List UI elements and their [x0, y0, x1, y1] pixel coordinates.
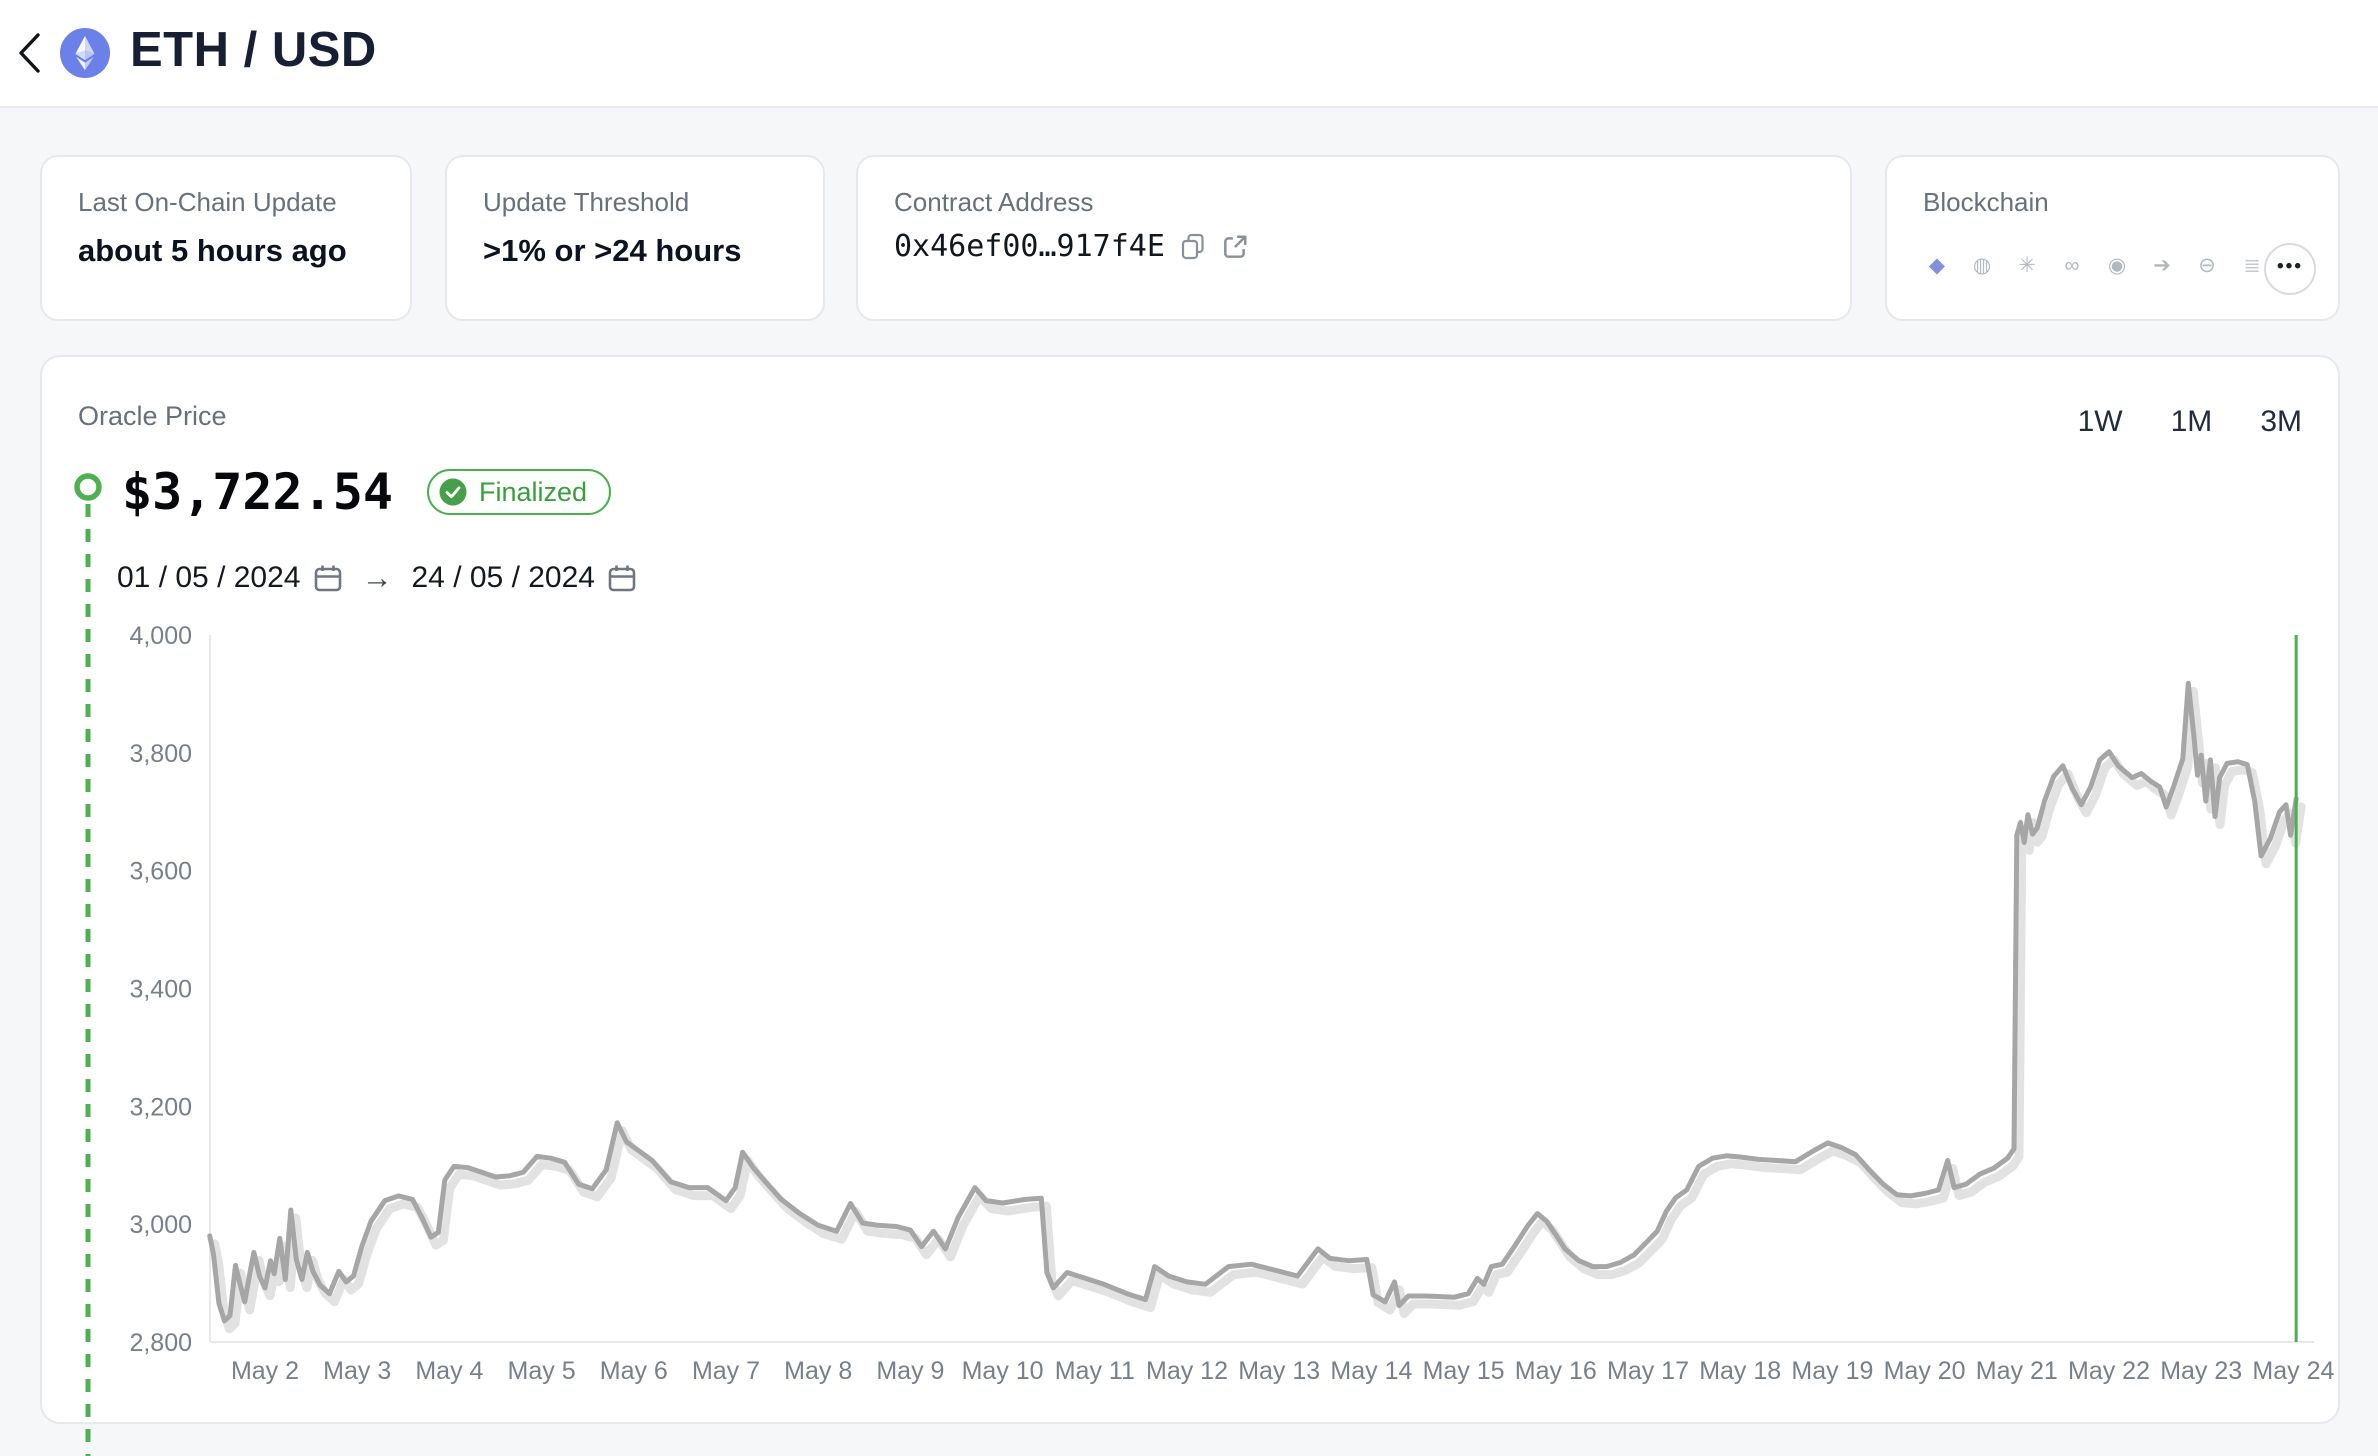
y-tick-label: 3,800 [129, 740, 192, 768]
price-line [207, 680, 2299, 1324]
start-date-value: 01 / 05 / 2024 [117, 561, 301, 594]
chain-7-chain-icon[interactable]: ⊖ [2198, 253, 2216, 277]
update-threshold-label: Update Threshold [483, 187, 690, 217]
x-tick-label: May 18 [1699, 1357, 1781, 1385]
x-tick-label: May 2 [231, 1357, 299, 1385]
range-1w-button[interactable]: 1W [2077, 405, 2123, 438]
chain-8-chain-icon[interactable]: ≣ [2243, 253, 2261, 277]
x-tick-label: May 5 [508, 1357, 576, 1385]
finalized-badge: Finalized [427, 469, 612, 515]
x-tick-label: May 21 [1976, 1357, 2058, 1385]
oracle-price-panel: Oracle Price 1W 1M 3M $3,722.54 Finalize… [40, 355, 2340, 1424]
x-tick-label: May 12 [1146, 1357, 1228, 1385]
y-tick-label: 3,400 [129, 976, 192, 1004]
finalized-badge-label: Finalized [479, 476, 588, 507]
start-date-picker[interactable]: 01 / 05 / 2024 [117, 561, 343, 595]
x-tick-label: May 6 [600, 1357, 668, 1385]
x-tick-label: May 14 [1330, 1357, 1412, 1385]
y-tick-label: 3,200 [129, 1093, 192, 1121]
x-tick-label: May 7 [692, 1357, 760, 1385]
open-explorer-button[interactable] [1221, 233, 1249, 261]
date-range-arrow: → [361, 560, 393, 595]
contract-address-value: 0x46ef00…917f4E [894, 229, 1165, 264]
page-title: ETH / USD [130, 23, 377, 77]
blockchain-label: Blockchain [1923, 187, 2049, 217]
chain-3-chain-icon[interactable]: ✳ [2018, 253, 2036, 277]
last-update-card: Last On-Chain Update about 5 hours ago [40, 155, 412, 321]
x-tick-label: May 16 [1515, 1357, 1597, 1385]
y-tick-label: 4,000 [129, 622, 192, 650]
chevron-left-icon [19, 33, 40, 73]
x-tick-label: May 17 [1607, 1357, 1689, 1385]
oracle-price-value: $3,722.54 [122, 463, 393, 521]
price-chart[interactable]: 4,000 3,800 3,600 3,400 3,200 3,000 2,800 May 2… [42, 357, 2342, 1426]
header-bar: ETH / USD [0, 0, 2378, 108]
update-threshold-value: >1% or >24 hours [483, 233, 742, 268]
date-range-row: 01 / 05 / 2024 → 24 / 05 / 2024 [117, 555, 637, 601]
contract-address-card: Contract Address 0x46ef00…917f4E [856, 155, 1852, 321]
copy-icon [1181, 233, 1204, 259]
x-tick-label: May 22 [2068, 1357, 2150, 1385]
calendar-icon [608, 565, 636, 592]
x-tick-label: May 10 [962, 1357, 1044, 1385]
price-band [210, 686, 2306, 1334]
end-date-value: 24 / 05 / 2024 [411, 561, 596, 594]
x-tick-label: May 15 [1423, 1357, 1505, 1385]
chain-icons-row: ◆ ◍ ✳ ∞ ◉ ➔ ⊖ ≣ [1925, 253, 2264, 277]
chain-5-chain-icon[interactable]: ◉ [2107, 253, 2127, 277]
range-3m-button[interactable]: 3M [2260, 405, 2302, 438]
ethereum-logo-icon [60, 28, 110, 78]
x-tick-label: May 23 [2160, 1357, 2242, 1385]
x-tick-label: May 11 [1055, 1357, 1135, 1385]
more-chains-button[interactable]: ••• [2264, 243, 2316, 295]
copy-address-button[interactable] [1179, 232, 1207, 262]
chain-6-chain-icon[interactable]: ➔ [2153, 253, 2171, 277]
y-tick-label: 2,800 [129, 1329, 192, 1357]
x-tick-label: May 24 [2252, 1357, 2334, 1385]
external-link-icon [1224, 235, 1247, 258]
y-tick-label: 3,600 [129, 858, 192, 886]
calendar-icon [314, 565, 341, 592]
x-tick-label: May 4 [415, 1357, 483, 1385]
chain-2-chain-icon[interactable]: ◍ [1972, 253, 1992, 277]
check-circle-icon [439, 478, 467, 506]
y-tick-label: 3,000 [129, 1211, 192, 1239]
oracle-price-label: Oracle Price [78, 401, 227, 431]
x-tick-label: May 3 [323, 1357, 391, 1385]
time-range-group: 1W 1M 3M [2078, 405, 2302, 439]
ethereum-chain-icon[interactable]: ◆ [1928, 253, 1946, 277]
last-update-value: about 5 hours ago [78, 233, 347, 268]
x-tick-label: May 13 [1238, 1357, 1320, 1385]
last-update-label: Last On-Chain Update [78, 187, 337, 217]
chain-4-chain-icon[interactable]: ∞ [2064, 253, 2080, 277]
x-tick-label: May 8 [784, 1357, 852, 1385]
x-tick-label: May 20 [1884, 1357, 1966, 1385]
range-1m-button[interactable]: 1M [2170, 405, 2213, 438]
contract-address-label: Contract Address [894, 187, 1094, 217]
blockchain-card: Blockchain ◆ ◍ ✳ ∞ ◉ ➔ ⊖ ≣ ••• [1885, 155, 2340, 321]
end-date-picker[interactable]: 24 / 05 / 2024 [412, 561, 638, 595]
back-button[interactable] [14, 30, 48, 76]
x-tick-label: May 9 [876, 1357, 944, 1385]
x-tick-label: May 19 [1791, 1357, 1873, 1385]
update-threshold-card: Update Threshold >1% or >24 hours [445, 155, 825, 321]
